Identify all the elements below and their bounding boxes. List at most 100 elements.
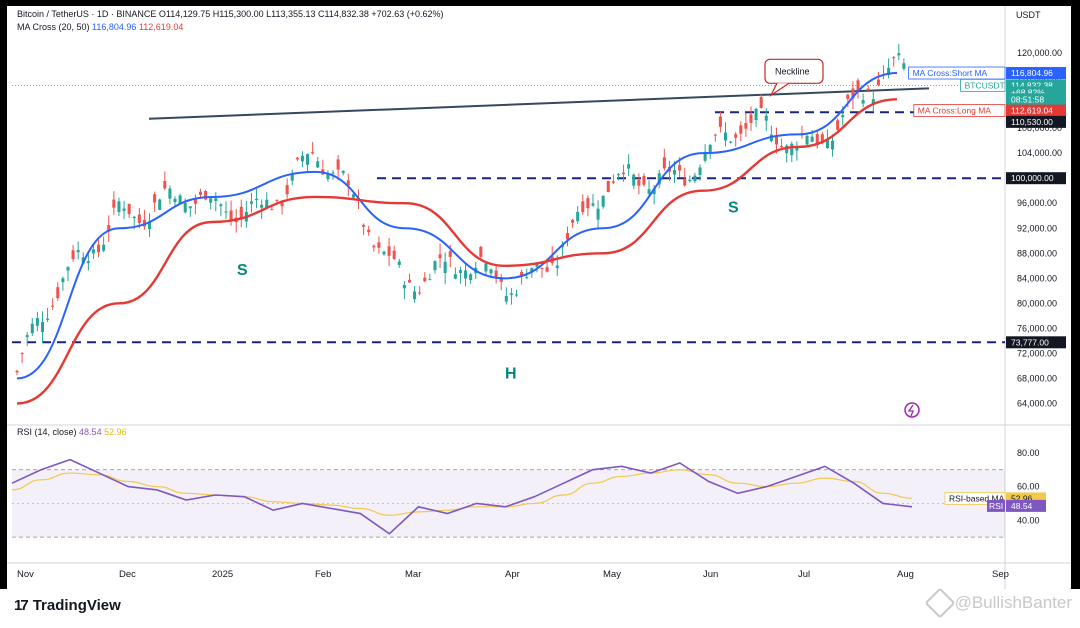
lightning-glyph [907,404,914,417]
candle-body [229,210,233,221]
candle-body [428,279,432,281]
candle-body [504,296,508,302]
candle-body [774,136,779,145]
price-badge-value: 110,530.00 [1011,117,1053,127]
candle-body [331,172,335,174]
candle-body [581,201,585,213]
candle-body [168,188,172,199]
candle-body [448,251,452,257]
neckline-callout-text: Neckline [775,66,810,76]
price-tick-label: 84,000.00 [1017,273,1057,283]
candle-body [443,261,447,273]
candle-body [708,144,712,153]
candle-body [66,267,70,271]
price-badge [1006,336,1066,349]
candle-body [107,225,111,232]
candle-body [198,191,203,195]
price-tick-label: 76,000.00 [1017,323,1057,333]
ma-indicator-label[interactable]: MA Cross (20, 50) [17,22,90,32]
candle-body [805,135,809,145]
candle-body [530,267,534,273]
candle-body [280,202,284,207]
ma-short-line [16,72,898,380]
candle-body [683,178,687,186]
ma-long-line [16,98,898,405]
candle-body [754,108,758,120]
price-badge-value: 73,777.00 [1011,337,1049,347]
candle-body [300,155,304,162]
candle-body [224,211,228,213]
head-label: H [505,365,517,382]
price-badge [1006,172,1066,185]
candle-body [632,174,636,186]
neckline-callout-box [764,58,824,84]
candle-body [173,198,177,203]
candle-body [876,79,880,85]
candle-body [836,120,840,130]
badge-label-text: MA Cross:Short MA [913,68,988,78]
candle-body [596,208,600,220]
candle-body [499,277,503,282]
candle-body [275,199,279,201]
candle-body [795,146,799,151]
candle-body [785,145,789,154]
candle-body [402,284,406,289]
candle-body [718,116,722,127]
rsi-tick-label: 40.00 [1017,515,1040,525]
price-chart[interactable]: 120,000.00116,000.00112,000.00108,000.00… [7,6,1071,589]
candle-body [249,201,253,204]
candle-body [158,199,162,210]
time-axis-label: Mar [405,569,421,580]
candle-body [871,99,875,104]
candle-body [810,136,814,142]
candle-body [326,174,330,180]
candle-body [902,63,906,69]
candle-body [703,151,707,161]
time-axis-label: Sep [992,569,1009,580]
candle-body [25,335,29,338]
time-axis-label: Jun [703,569,718,580]
candle-body [377,242,381,248]
time-axis-label: 2025 [212,569,233,580]
candle-body [341,171,345,174]
brand-name: TradingView [32,597,121,614]
candle-body [260,204,264,208]
candle-body [336,159,340,170]
candle-body [525,277,529,279]
candle-body [688,179,692,182]
candle-body [662,157,666,169]
candle-body [46,318,50,320]
price-badge-value: 114,832.38 [1011,80,1053,90]
candle-body [611,181,615,183]
time-axis-label: Aug [897,569,914,580]
candle-body [887,67,891,76]
candle-body [438,254,442,259]
candle-body [137,214,141,223]
candle-body [861,100,865,104]
rsi-ma-badge-value: 52.96 [1011,493,1033,503]
candle-body [97,244,101,253]
candle-body [392,250,396,259]
price-badge-value: 112,619.04 [1011,106,1053,116]
candle-body [30,323,34,334]
candle-body [831,140,835,150]
rsi-ma-tag: RSI-based MA [949,493,1005,503]
rsi-badge [1006,499,1046,512]
neckline-callout-pointer [769,82,790,98]
candle-body [153,194,157,203]
candle-body [571,219,575,223]
candle-body [723,132,728,141]
candle-body [647,189,651,194]
candle-body [759,97,763,108]
tradingview-logo[interactable]: 17 TradingView [14,597,121,614]
symbol-title[interactable]: Bitcoin / TetherUS · 1D · BINANCE [17,9,157,19]
candle-body [520,271,524,277]
neckline-trendline [148,87,930,120]
candle-body [494,270,498,278]
rsi-label[interactable]: RSI (14, close) [17,427,77,437]
candle-body [147,221,152,230]
candle-body [407,279,412,283]
rsi-tag: RSI [989,501,1003,511]
candle-body [739,125,743,134]
price-tick-label: 92,000.00 [1017,223,1057,233]
